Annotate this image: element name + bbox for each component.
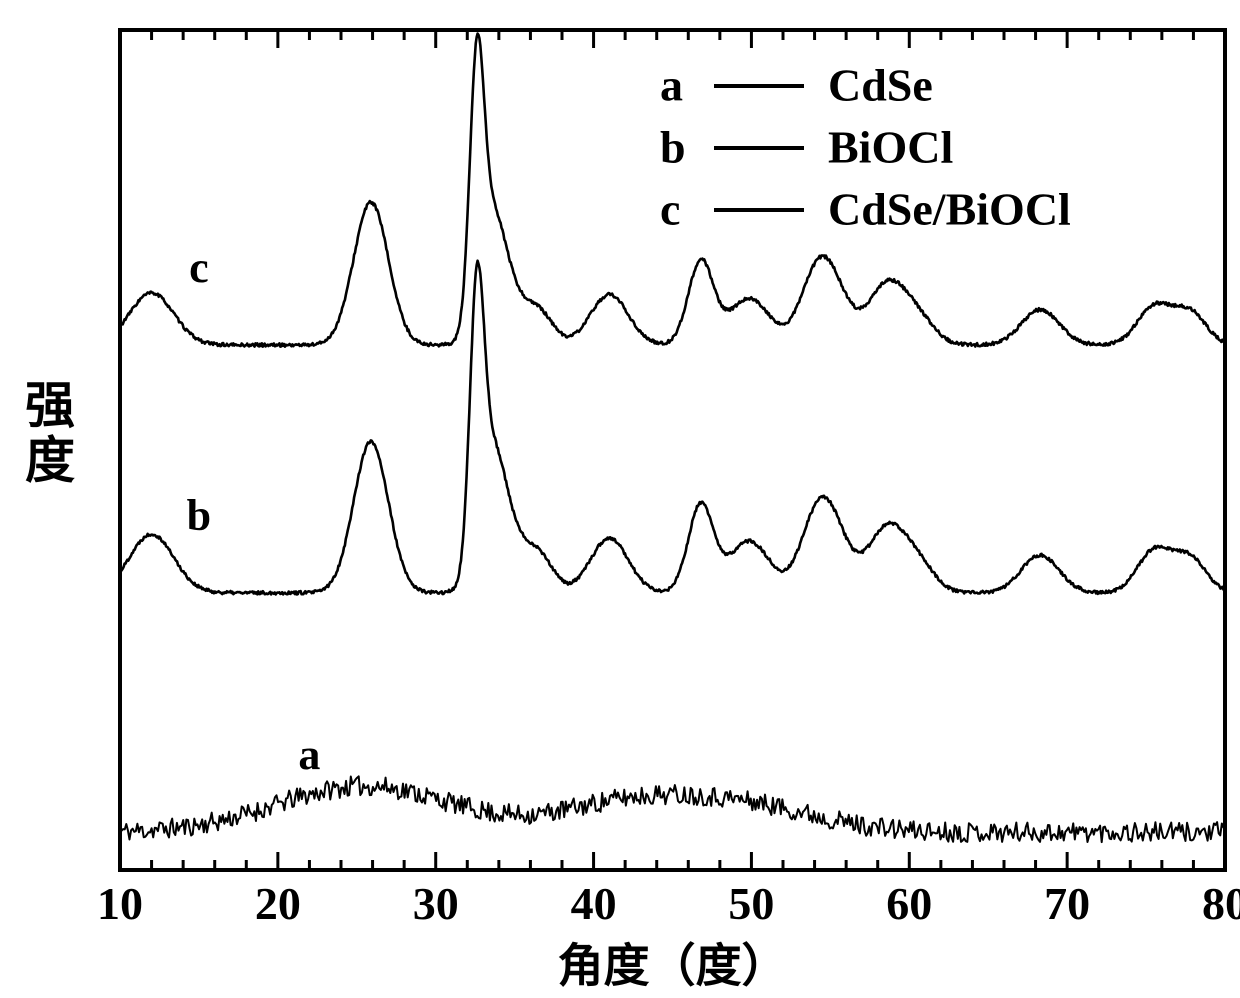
- x-axis-label: 角度（度）: [558, 940, 788, 991]
- series-label-c: c: [189, 243, 209, 292]
- y-axis-label-char: 度: [25, 433, 75, 489]
- x-tick-label: 20: [255, 878, 301, 929]
- x-tick-label: 60: [886, 878, 932, 929]
- y-axis-label-char: 强: [25, 378, 75, 434]
- xrd-figure: 1020304050607080角度（度）强度abcaCdSebBiOClcCd…: [0, 0, 1240, 998]
- legend-key: b: [660, 122, 686, 173]
- legend-label: CdSe/BiOCl: [828, 184, 1071, 235]
- x-tick-label: 40: [571, 878, 617, 929]
- x-tick-label: 50: [728, 878, 774, 929]
- xrd-svg: 1020304050607080角度（度）强度abcaCdSebBiOClcCd…: [0, 0, 1240, 998]
- legend-label: CdSe: [828, 60, 933, 111]
- x-tick-label: 30: [413, 878, 459, 929]
- series-b: [120, 261, 1225, 595]
- series-a: [120, 776, 1225, 842]
- legend-label: BiOCl: [828, 122, 953, 173]
- x-tick-label: 70: [1044, 878, 1090, 929]
- series-label-a: a: [298, 730, 320, 779]
- x-tick-label: 10: [97, 878, 143, 929]
- legend-key: c: [660, 184, 680, 235]
- x-tick-label: 80: [1202, 878, 1240, 929]
- legend-key: a: [660, 60, 683, 111]
- series-label-b: b: [187, 491, 211, 540]
